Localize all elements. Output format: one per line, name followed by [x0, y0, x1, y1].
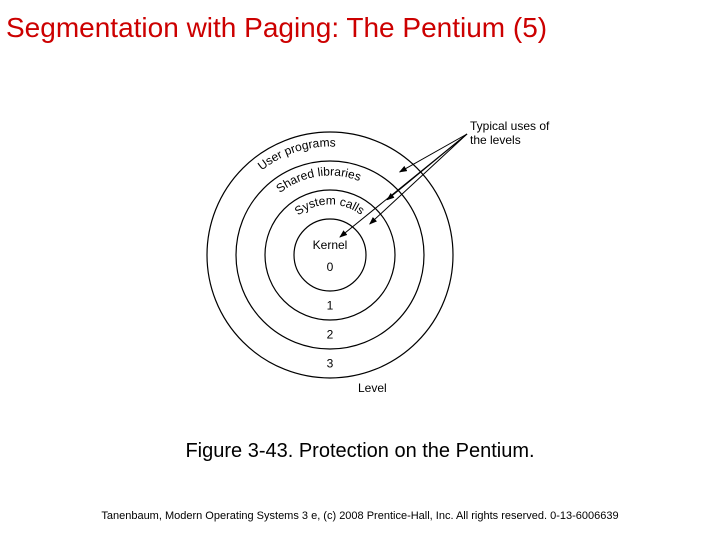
slide-title: Segmentation with Paging: The Pentium (5…: [6, 12, 547, 44]
svg-text:1: 1: [327, 299, 334, 313]
svg-text:Typical uses of: Typical uses of: [470, 119, 550, 133]
svg-text:3: 3: [327, 357, 334, 371]
svg-text:Level: Level: [358, 381, 387, 395]
svg-text:Kernel: Kernel: [313, 238, 348, 252]
svg-text:System calls: System calls: [292, 193, 367, 218]
svg-text:0: 0: [327, 260, 334, 274]
copyright-footer: Tanenbaum, Modern Operating Systems 3 e,…: [0, 510, 720, 522]
svg-text:2: 2: [327, 328, 334, 342]
svg-text:the levels: the levels: [470, 133, 521, 147]
rings-diagram: Kernel0System calls1Shared libraries2Use…: [140, 100, 580, 400]
figure-caption: Figure 3-43. Protection on the Pentium.: [0, 440, 720, 463]
